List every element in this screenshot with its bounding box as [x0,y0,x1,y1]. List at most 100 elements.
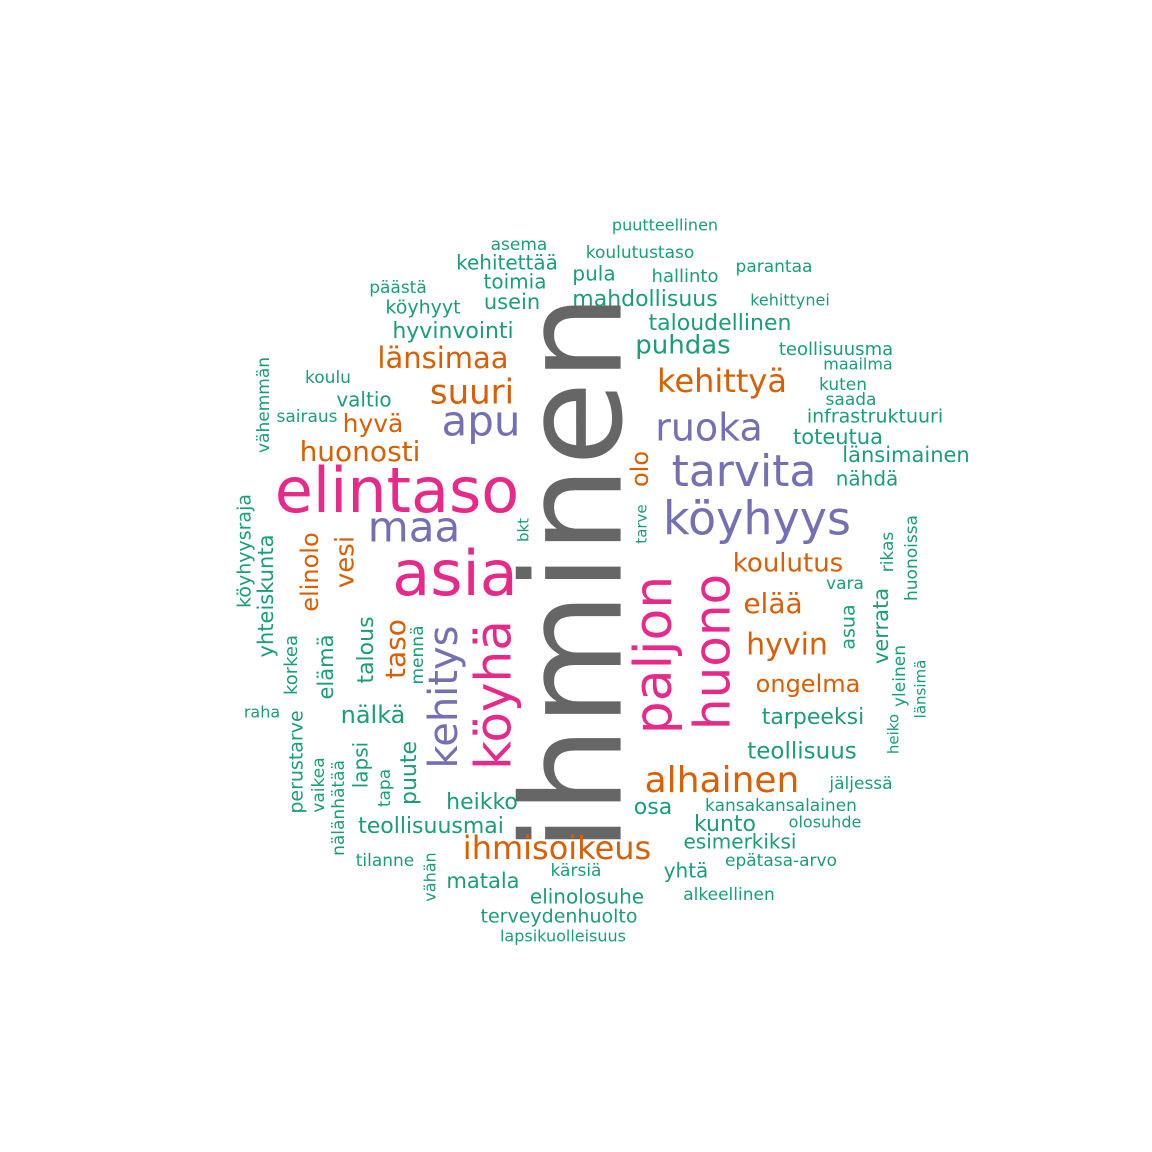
word-teollisuusmai: teollisuusmai [358,814,504,839]
word-köyhyyt: köyhyyt [385,297,460,319]
word-talous: talous [354,616,379,683]
word-tilanne: tilanne [356,851,415,871]
word-bkt: bkt [515,518,533,542]
word-alhainen: alhainen [645,760,800,801]
word-kehitys: kehitys [421,625,467,768]
word-kunto: kunto [694,812,756,837]
word-lapsikuolleisuus: lapsikuolleisuus [500,927,626,946]
word-teollisuusma: teollisuusma [779,339,893,360]
word-verrata: verrata [869,588,893,664]
word-elintaso: elintaso [275,454,519,527]
word-ongelma: ongelma [756,670,861,698]
word-maailma: maailma [823,355,892,374]
word-mennä: mennä [408,626,428,685]
word-elää: elää [743,587,802,620]
word-perustarve: perustarve [286,710,308,813]
word-saada: saada [826,390,877,410]
word-koulutus: koulutus [733,549,843,579]
word-elinolo: elinolo [296,532,324,611]
word-ihminen: ihminen [493,294,654,852]
word-puutteellinen: puutteellinen [612,216,718,235]
word-tarvita: tarvita [672,446,817,497]
word-teollisuus: teollisuus [747,739,857,765]
word-osa: osa [634,795,672,820]
word-mahdollisuus: mahdollisuus [572,287,717,312]
word-vesi: vesi [331,536,361,588]
word-koulu: koulu [305,368,351,388]
word-koulutustaso: koulutustaso [586,243,695,263]
word-asema: asema [491,235,548,255]
word-köyhyys: köyhyys [663,492,851,546]
word-vara: vara [826,574,864,594]
word-paljon: paljon [624,576,684,735]
word-tapa: tapa [375,769,395,807]
word-infrastruktuuri: infrastruktuuri [807,406,943,428]
word-ihmisoikeus: ihmisoikeus [463,829,651,867]
word-sairaus: sairaus [276,407,337,427]
word-taloudellinen: taloudellinen [649,311,792,336]
word-yleinen: yleinen [890,645,910,707]
word-apu: apu [441,397,520,446]
word-jäljessä: jäljessä [828,774,892,794]
word-yhtä: yhtä [664,859,709,883]
word-köyhä: köyhä [465,620,523,770]
word-raha: raha [244,703,280,722]
word-elämä: elämä [314,635,338,700]
word-vähän: vähän [421,852,440,901]
word-huonoissa: huonoissa [902,515,922,601]
word-toteutua: toteutua [793,425,883,449]
word-päästä: päästä [369,278,427,298]
word-nälkä: nälkä [341,701,406,729]
word-usein: usein [484,290,540,314]
word-elinolosuhe: elinolosuhe [530,885,644,909]
word-heikko: heikko [446,790,518,815]
word-vähemmän: vähemmän [254,357,274,453]
word-tarve: tarve [633,504,651,543]
word-kärsiä: kärsiä [551,861,602,881]
word-huono: huono [684,574,742,730]
word-alkeellinen: alkeellinen [683,885,774,905]
word-länsimä: länsimä [912,660,930,719]
word-valtio: valtio [336,388,391,412]
word-toimia: toimia [484,270,547,294]
word-nälänhätää: nälänhätää [329,760,349,856]
word-hyvä: hyvä [343,409,404,438]
word-olo: olo [626,451,654,487]
word-korkea: korkea [281,635,302,695]
word-maa: maa [368,503,460,552]
word-rikas: rikas [878,532,898,573]
word-puute: puute [397,741,422,805]
word-matala: matala [446,869,519,893]
word-esimerkiksi: esimerkiksi [684,830,797,854]
word-epätasa-arvo: epätasa-arvo [725,851,837,871]
word-kuten: kuten [819,375,867,395]
word-olosuhde: olosuhde [789,813,862,832]
word-hyvin: hyvin [746,628,828,663]
word-lapsi: lapsi [349,742,373,788]
word-hyvinvointi: hyvinvointi [392,319,513,344]
word-länsimaa: länsimaa [377,341,508,375]
word-asia: asia [392,537,518,610]
word-kansakansalainen: kansakansalainen [705,796,857,816]
word-asua: asua [838,604,860,649]
word-tarpeeksi: tarpeeksi [762,705,865,730]
word-yhteiskunta: yhteiskunta [254,535,278,658]
word-puhdas: puhdas [635,331,730,361]
word-kehittynei: kehittynei [750,291,830,310]
word-hallinto: hallinto [652,266,719,287]
word-ruoka: ruoka [655,406,763,450]
word-nähdä: nähdä [836,467,899,491]
word-heiko: heiko [885,714,903,754]
word-köyhyysraja: köyhyysraja [234,494,256,608]
word-vaikea: vaikea [309,757,329,812]
word-huonosti: huonosti [300,435,421,468]
word-kehitettää: kehitettää [456,251,558,275]
word-länsimainen: länsimainen [842,443,970,467]
word-suuri: suuri [430,373,514,413]
word-parantaa: parantaa [736,257,813,277]
word-pula: pula [572,262,615,286]
word-taso: taso [379,619,412,679]
word-terveydenhuolto: terveydenhuolto [481,906,638,928]
